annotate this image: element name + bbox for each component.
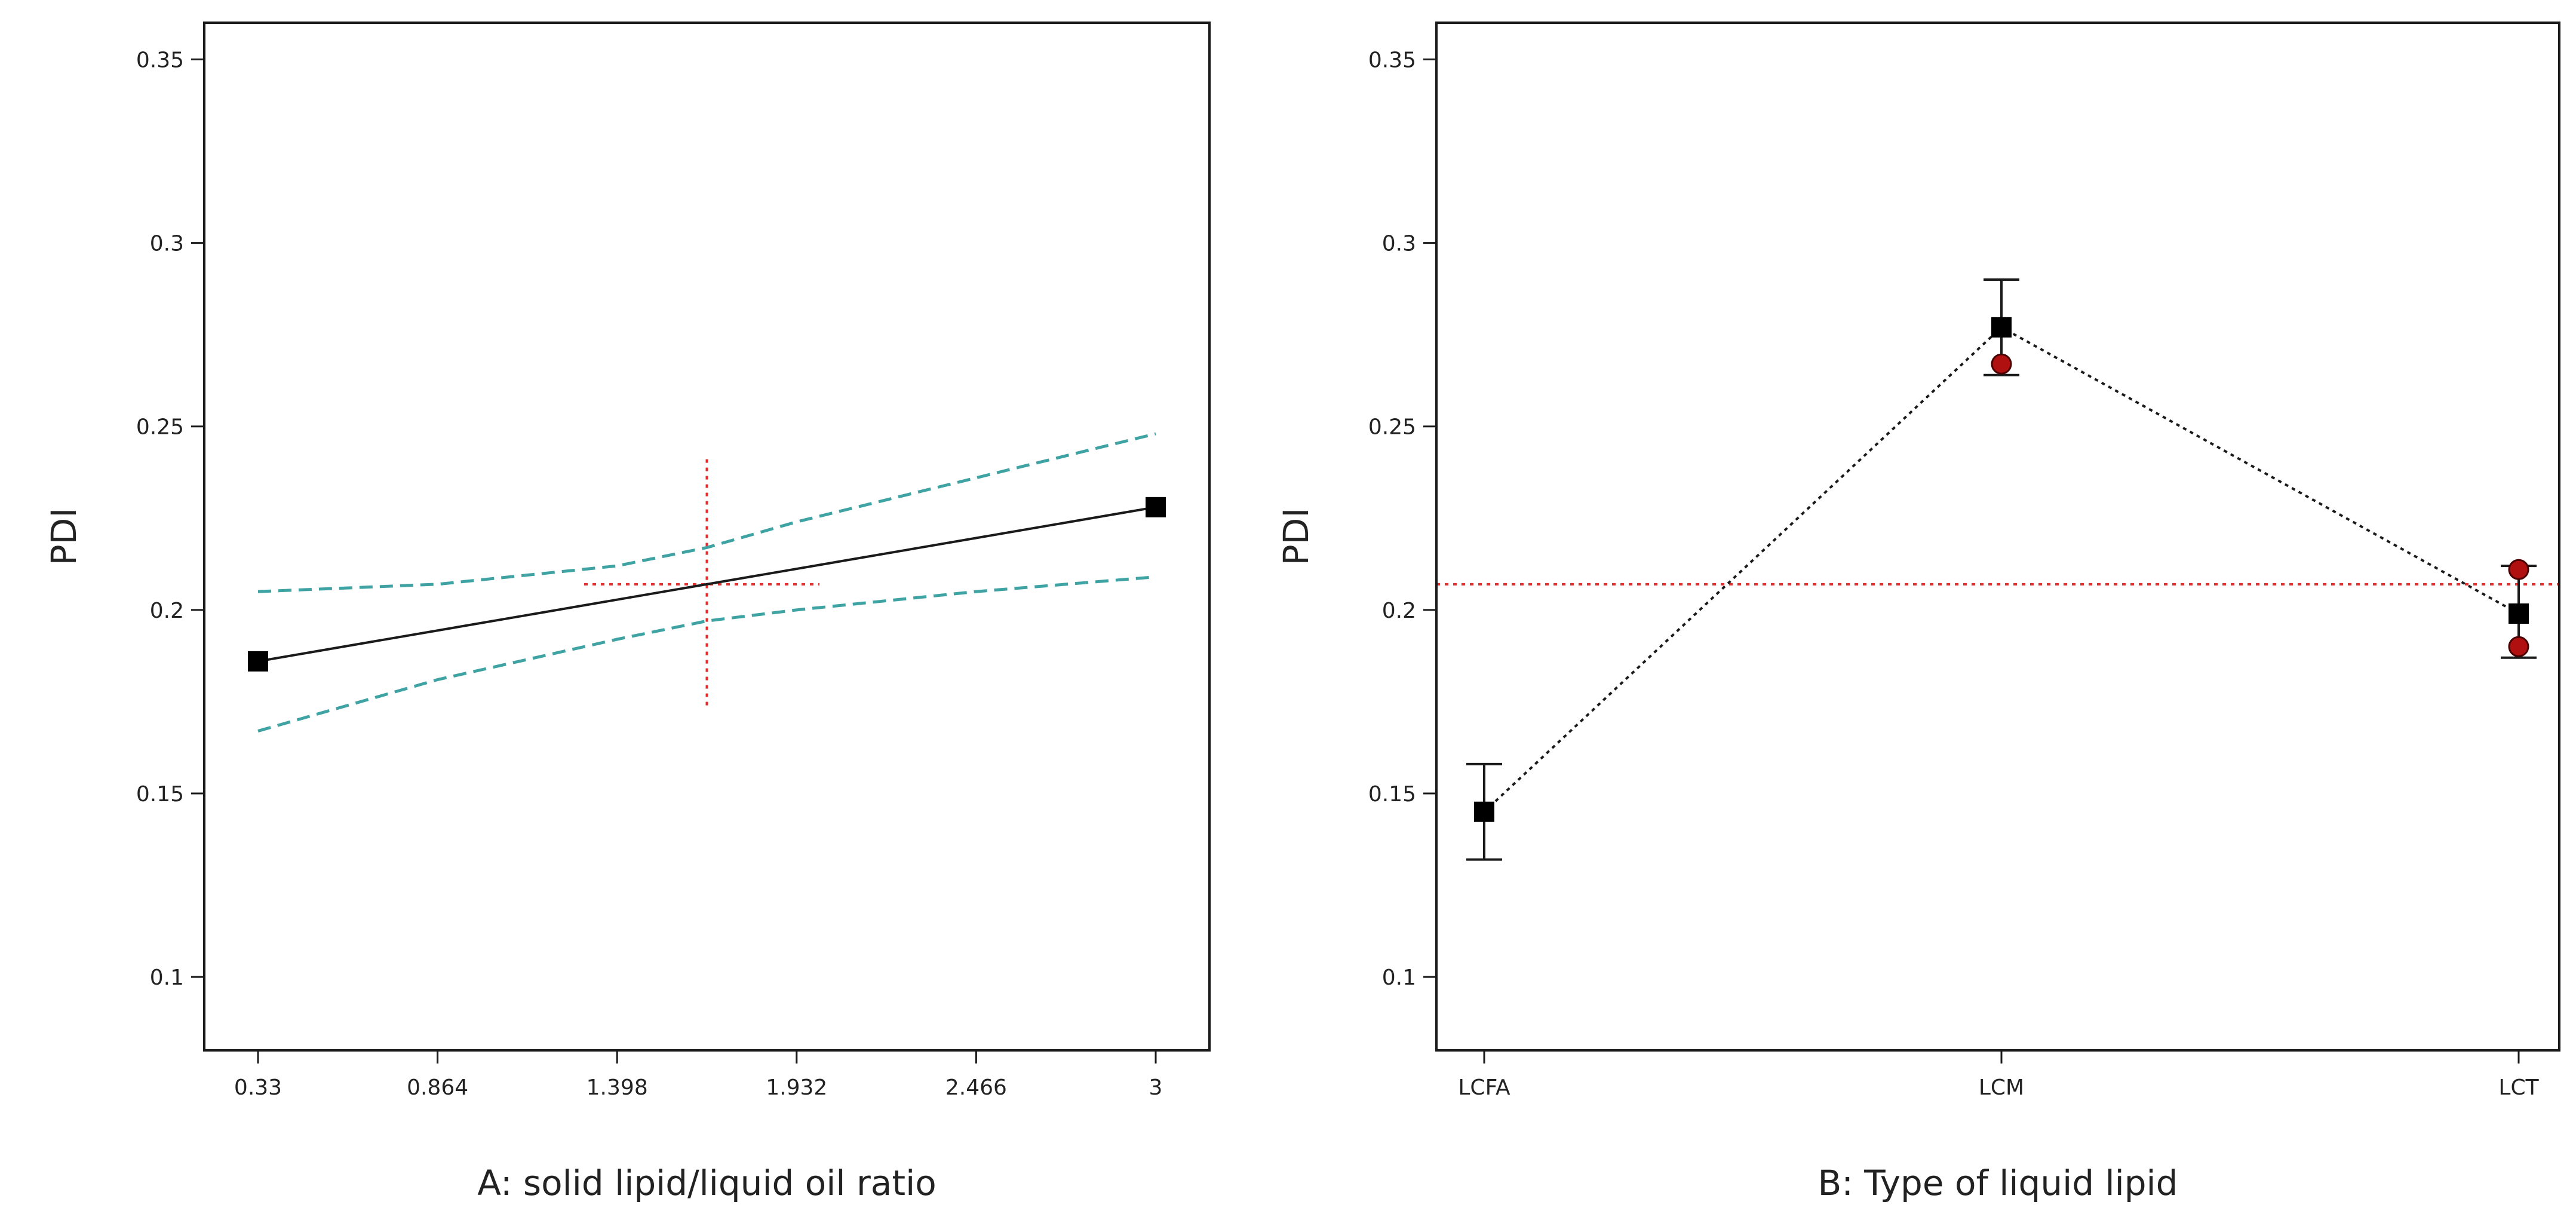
y-tick-label: 0.1 <box>150 966 184 990</box>
y-axis-ticks: 0.1 0.15 0.2 0.25 0.3 0.35 <box>136 48 204 990</box>
confidence-band <box>257 432 1156 733</box>
y-tick-label: 0.25 <box>1368 415 1416 440</box>
mean-series <box>1466 278 2537 861</box>
chart-liquid-lipid-type: 0.1 0.15 0.2 0.25 0.3 0.35 LCFA LCM LCT B: Type… <box>1276 22 2560 1203</box>
y-tick-label: 0.3 <box>1382 232 1416 256</box>
y-tick-label: 0.35 <box>136 48 184 72</box>
x-tick-label: LCFA <box>1458 1075 1510 1100</box>
x-tick-label: 1.398 <box>587 1075 648 1100</box>
x-axis-title: A: solid lipid/liquid oil ratio <box>477 1163 936 1203</box>
prediction-line <box>257 505 1156 663</box>
y-axis-title: PDI <box>44 508 84 566</box>
y-tick-label: 0.15 <box>1368 782 1416 807</box>
lower-ci-line <box>257 575 1156 733</box>
x-tick-label: LCT <box>2498 1075 2539 1100</box>
x-axis-ticks: LCFA LCM LCT <box>1458 1050 2540 1100</box>
y-tick-label: 0.25 <box>136 415 184 440</box>
x-tick-label: 0.33 <box>234 1075 282 1100</box>
upper-ci-line <box>257 432 1156 593</box>
prediction-point <box>248 651 268 672</box>
y-tick-label: 0.2 <box>1382 599 1416 623</box>
observation-point <box>1991 353 2012 375</box>
y-tick-label: 0.1 <box>1382 966 1416 990</box>
x-tick-label: 1.932 <box>766 1075 827 1100</box>
plot-frame <box>203 22 1211 1052</box>
x-tick-label: 2.466 <box>945 1075 1007 1100</box>
plot-frame <box>1435 22 2560 1052</box>
y-tick-label: 0.2 <box>150 599 184 623</box>
mean-point <box>1474 801 1494 822</box>
x-tick-label: LCM <box>1979 1075 2024 1100</box>
x-axis-title: B: Type of liquid lipid <box>1818 1163 2178 1203</box>
mean-point <box>2509 603 2529 624</box>
prediction-series <box>248 496 1166 672</box>
observation-point <box>2508 636 2529 657</box>
chart-solid-lipid-ratio: 0.1 0.15 0.2 0.25 0.3 0.35 0.33 0.864 1.398 1.93… <box>44 22 1211 1203</box>
x-tick-label: 3 <box>1149 1075 1163 1100</box>
y-axis-ticks: 0.1 0.15 0.2 0.25 0.3 0.35 <box>1368 48 1436 990</box>
prediction-point <box>1146 496 1166 517</box>
x-tick-label: 0.864 <box>407 1075 468 1100</box>
observation-point <box>2508 559 2529 580</box>
reference-cross <box>584 455 820 706</box>
y-tick-label: 0.35 <box>1368 48 1416 72</box>
mean-connector-line <box>1483 326 2519 813</box>
y-tick-label: 0.3 <box>150 232 184 256</box>
mean-point <box>1991 317 2012 338</box>
y-axis-title: PDI <box>1276 508 1316 566</box>
y-tick-label: 0.15 <box>136 782 184 807</box>
x-axis-ticks: 0.33 0.864 1.398 1.932 2.466 3 <box>234 1050 1163 1100</box>
